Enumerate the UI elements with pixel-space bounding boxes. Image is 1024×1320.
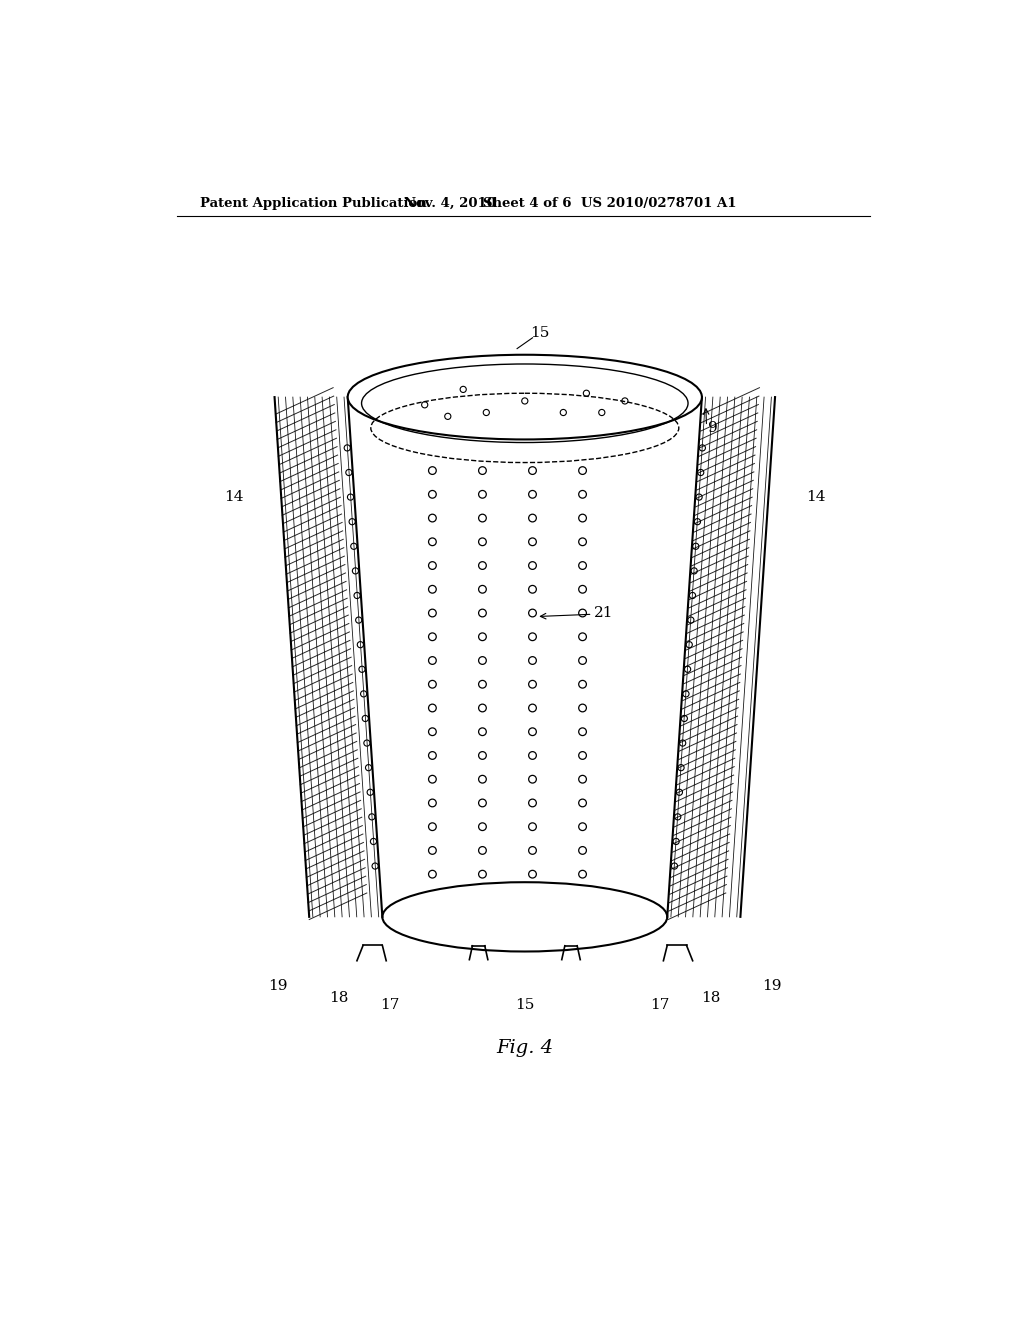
Text: 21: 21	[594, 606, 613, 619]
Text: 9: 9	[708, 421, 718, 434]
Text: 15: 15	[530, 326, 550, 341]
Text: 14: 14	[224, 490, 244, 504]
Ellipse shape	[348, 355, 701, 440]
Text: 17: 17	[650, 998, 670, 1012]
Text: 19: 19	[762, 979, 781, 993]
Text: 19: 19	[268, 979, 288, 993]
Text: 18: 18	[329, 991, 348, 1005]
Text: Fig. 4: Fig. 4	[497, 1039, 553, 1057]
Text: 14: 14	[806, 490, 825, 504]
Text: 15: 15	[515, 998, 535, 1012]
Text: Patent Application Publication: Patent Application Publication	[200, 197, 427, 210]
Text: Sheet 4 of 6: Sheet 4 of 6	[483, 197, 571, 210]
Text: US 2010/0278701 A1: US 2010/0278701 A1	[581, 197, 736, 210]
Text: 18: 18	[701, 991, 721, 1005]
Text: Nov. 4, 2010: Nov. 4, 2010	[403, 197, 496, 210]
Text: 17: 17	[380, 998, 399, 1012]
